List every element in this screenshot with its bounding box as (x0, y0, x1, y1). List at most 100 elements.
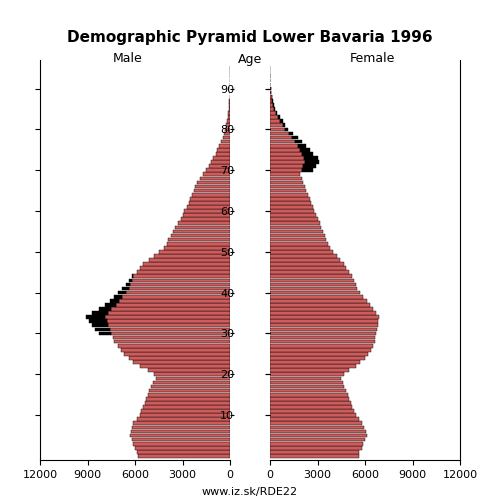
Bar (270, 356, 365, 360)
Bar (134, 442, 230, 446)
Bar (270, 152, 302, 156)
Bar (270, 180, 303, 184)
Text: Male: Male (112, 52, 142, 66)
Bar (126, 282, 130, 286)
Bar (270, 352, 368, 356)
Text: Female: Female (350, 52, 395, 66)
Bar (270, 218, 318, 221)
Bar (276, 111, 278, 115)
Bar (200, 176, 230, 180)
Bar (106, 320, 230, 323)
Bar (270, 332, 376, 336)
Bar (270, 364, 356, 368)
Bar (270, 299, 366, 302)
Bar (270, 316, 380, 319)
Bar (154, 372, 230, 376)
Bar (270, 372, 344, 376)
Bar (270, 172, 300, 176)
Bar (270, 238, 326, 242)
Bar (128, 286, 230, 290)
Bar (270, 189, 306, 192)
Bar (270, 156, 304, 160)
Bar (224, 132, 230, 136)
Bar (270, 278, 354, 282)
Bar (270, 389, 346, 392)
Bar (121, 348, 230, 352)
Bar (187, 205, 230, 209)
Bar (119, 299, 230, 302)
Bar (184, 214, 230, 217)
Bar (222, 136, 230, 140)
Bar (140, 414, 230, 417)
Bar (194, 189, 230, 192)
Bar (189, 201, 230, 204)
Bar (270, 116, 278, 119)
Bar (113, 336, 230, 340)
Bar (270, 430, 366, 434)
Bar (142, 409, 230, 413)
Bar (270, 107, 274, 111)
Bar (166, 242, 230, 246)
Bar (105, 303, 116, 306)
Bar (89, 320, 106, 323)
Bar (270, 328, 377, 331)
Bar (105, 316, 230, 319)
Bar (136, 418, 230, 421)
Bar (92, 311, 108, 315)
Bar (270, 164, 303, 168)
Bar (151, 384, 230, 388)
Bar (298, 144, 306, 148)
Bar (228, 111, 230, 115)
Bar (270, 242, 328, 246)
Bar (270, 307, 373, 311)
Bar (148, 368, 230, 372)
Bar (181, 218, 230, 221)
Bar (304, 156, 318, 160)
Bar (270, 95, 272, 98)
Bar (197, 180, 230, 184)
Bar (108, 311, 230, 315)
Bar (143, 405, 230, 409)
Bar (203, 172, 230, 176)
Bar (296, 140, 302, 143)
Bar (229, 103, 230, 106)
Bar (300, 148, 310, 152)
Bar (211, 160, 230, 164)
Bar (156, 376, 230, 380)
Bar (149, 258, 230, 262)
Bar (148, 393, 230, 396)
Bar (270, 384, 344, 388)
Bar (128, 356, 230, 360)
Bar (270, 250, 334, 254)
Bar (270, 120, 280, 123)
Bar (226, 124, 230, 127)
Bar (270, 426, 364, 429)
Bar (118, 344, 230, 348)
Bar (292, 136, 298, 140)
Bar (140, 266, 230, 270)
Bar (270, 303, 370, 306)
Bar (135, 446, 230, 450)
Bar (270, 270, 349, 274)
Bar (270, 226, 322, 229)
Bar (270, 311, 376, 315)
Bar (140, 364, 230, 368)
Bar (302, 152, 313, 156)
Bar (218, 148, 230, 152)
Bar (225, 128, 230, 131)
Bar (270, 168, 302, 172)
Bar (214, 156, 230, 160)
Bar (146, 397, 230, 400)
Bar (92, 324, 108, 327)
Bar (132, 426, 230, 429)
Bar (274, 107, 276, 111)
Bar (270, 397, 349, 400)
Bar (130, 434, 230, 438)
Bar (270, 360, 360, 364)
Text: Age: Age (238, 52, 262, 66)
Bar (273, 103, 274, 106)
Bar (270, 176, 302, 180)
Bar (270, 111, 276, 115)
Bar (178, 222, 230, 225)
Bar (270, 160, 305, 164)
